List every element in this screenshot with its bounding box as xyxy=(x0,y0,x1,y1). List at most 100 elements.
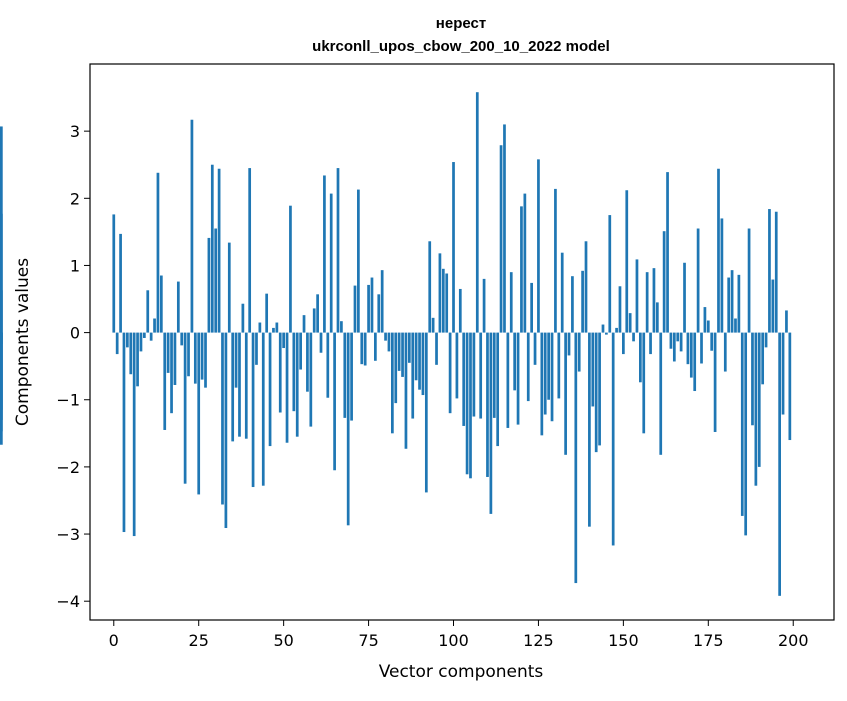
bar-component-104 xyxy=(465,332,469,475)
bar-component-4 xyxy=(126,332,129,348)
bar-component-13 xyxy=(156,172,160,333)
bar-component-122 xyxy=(526,332,530,402)
bar-component-115 xyxy=(503,124,506,333)
bar-component-110 xyxy=(486,332,489,477)
bar-component-38 xyxy=(241,303,245,333)
bar-component-35 xyxy=(231,332,235,442)
bar-component-18 xyxy=(173,332,177,385)
bar-component-39 xyxy=(244,332,248,439)
bar-component-111 xyxy=(489,332,493,514)
bar-component-64 xyxy=(329,193,333,333)
bar-component-16 xyxy=(166,332,170,373)
x-tick-label: 150 xyxy=(608,631,639,650)
bar-component-85 xyxy=(401,332,404,377)
bar-component-183 xyxy=(734,318,737,333)
bar-component-50 xyxy=(282,332,285,349)
bar-component-128 xyxy=(547,332,550,400)
bar-component-84 xyxy=(397,332,401,371)
bar-component-28 xyxy=(207,237,211,333)
bar-component-139 xyxy=(584,241,588,333)
y-axis-ticks: −4 −3 −2 −1 0 1 2 3 xyxy=(56,122,90,611)
bar-component-45 xyxy=(265,293,269,333)
x-tick-label: 200 xyxy=(778,631,809,650)
bar-component-29 xyxy=(210,164,214,333)
bar-component-56 xyxy=(302,315,306,333)
bar-component-198 xyxy=(785,310,788,333)
bar-component-14 xyxy=(159,275,163,333)
x-tick-label: 50 xyxy=(273,631,293,650)
bar-component-167 xyxy=(679,332,683,352)
y-tick-label: 0 xyxy=(70,324,80,343)
bar-component-170 xyxy=(689,332,693,378)
bar-component-36 xyxy=(234,332,238,388)
bar-component-60 xyxy=(316,294,319,333)
bar-component-158 xyxy=(649,332,652,355)
bar-component-93 xyxy=(428,241,432,333)
bar-component-20 xyxy=(180,332,184,346)
bar-component-138 xyxy=(581,270,584,333)
bar-component-92 xyxy=(424,332,428,493)
bar-component-31 xyxy=(217,168,221,333)
bar-component-131 xyxy=(557,332,561,399)
bar-component-11 xyxy=(149,332,153,341)
bar-component-30 xyxy=(214,228,218,333)
plot-frame xyxy=(89,63,835,621)
bar-component-160 xyxy=(655,302,659,333)
bar-component-114 xyxy=(499,145,503,333)
bar-component-165 xyxy=(672,332,676,362)
bar-component-86 xyxy=(404,332,408,449)
y-tick-label: 2 xyxy=(70,189,80,208)
x-tick-label: 125 xyxy=(523,631,554,650)
x-tick-label: 0 xyxy=(109,631,119,650)
bar-component-42 xyxy=(255,332,258,365)
bar-component-196 xyxy=(778,332,781,596)
y-tick-label: −1 xyxy=(56,391,80,410)
bar-component-163 xyxy=(666,172,669,333)
bar-component-47 xyxy=(272,327,275,333)
bar-component-140 xyxy=(588,332,591,527)
bar-component-125 xyxy=(537,159,540,333)
chart-title-model: ukrconll_upos_cbow_200_10_2022 model xyxy=(312,38,610,55)
bar-component-21 xyxy=(183,332,187,484)
bar-component-121 xyxy=(523,193,527,333)
bar-component-173 xyxy=(700,332,703,364)
y-tick-label: 3 xyxy=(70,122,80,141)
bar-component-134 xyxy=(567,332,571,356)
bar-component-66 xyxy=(336,168,340,333)
bar-component-89 xyxy=(414,332,418,381)
bar-component-15 xyxy=(163,332,167,430)
bar-component-161 xyxy=(659,332,663,455)
bar-component-12 xyxy=(153,318,156,333)
bar-component-137 xyxy=(577,332,581,372)
bar-component-103 xyxy=(462,332,466,426)
bar-component-1 xyxy=(115,332,119,355)
bar-component-51 xyxy=(285,332,289,443)
bar-component-53 xyxy=(292,332,296,412)
bar-component-46 xyxy=(268,332,272,447)
bar-component-59 xyxy=(312,308,316,333)
bar-component-117 xyxy=(509,272,513,333)
bar-component-8 xyxy=(139,332,143,352)
bars-group xyxy=(0,92,792,596)
bar-component-2 xyxy=(119,233,122,333)
bar-component-156 xyxy=(642,332,646,434)
bar-component-undefined xyxy=(0,213,3,333)
bar-component-90 xyxy=(418,332,421,390)
bar-component-69 xyxy=(346,332,350,526)
bar-component-155 xyxy=(639,332,642,383)
bar-component-199 xyxy=(788,332,792,441)
bar-component-0 xyxy=(112,214,116,333)
bar-component-185 xyxy=(740,332,744,516)
bar-component-77 xyxy=(374,332,377,361)
bar-component-22 xyxy=(187,332,190,377)
bar-component-145 xyxy=(605,332,608,335)
bar-component-62 xyxy=(323,175,326,333)
bar-component-113 xyxy=(496,332,500,447)
bar-component-43 xyxy=(258,322,262,333)
bar-component-152 xyxy=(628,313,632,333)
bar-component-192 xyxy=(764,332,768,348)
bar-component-63 xyxy=(326,332,330,398)
bar-component-142 xyxy=(594,332,598,453)
bar-component-178 xyxy=(717,168,720,333)
